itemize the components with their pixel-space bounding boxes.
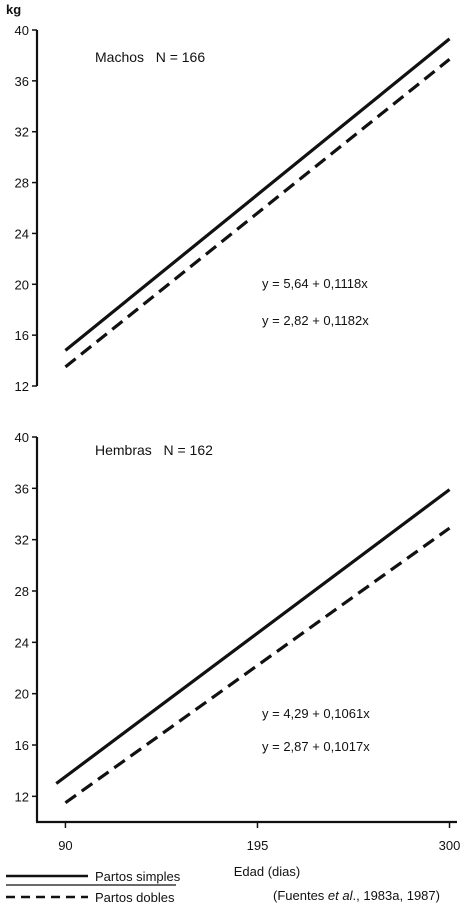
x-axis-label: Edad (dias) <box>234 864 300 879</box>
legend-label-dobles: Partos dobles <box>95 890 175 905</box>
panel-title-machos: Machos N = 166 <box>95 49 205 65</box>
series-line-machos-simples <box>64 37 451 352</box>
source-citation-italic: et al <box>328 888 354 903</box>
legend-label-simples: Partos simples <box>95 869 181 884</box>
equation-machos-dobles: y = 2,82 + 0,1182x <box>262 313 369 328</box>
y-tick-label: 32 <box>15 125 29 140</box>
y-tick-label: 24 <box>15 226 29 241</box>
source-citation-end: ., 1983a, 1987) <box>353 888 440 903</box>
y-tick-label: 12 <box>15 789 29 804</box>
series-line-machos-dobles <box>64 57 451 369</box>
series-line-hembras-simples <box>55 488 451 785</box>
series-line-hembras-dobles <box>64 526 451 805</box>
panel-machos: kg Machos N = 166 y = 5,64 + 0,1118x y =… <box>6 2 451 394</box>
y-tick-label: 36 <box>15 74 29 89</box>
y-tick-label: 40 <box>15 430 29 445</box>
equation-hembras-dobles: y = 2,87 + 0,1017x <box>262 739 370 754</box>
y-tick-label: 20 <box>15 687 29 702</box>
x-tick-label: 90 <box>58 838 72 853</box>
source-citation: (Fuentes et al., 1983a, 1987) <box>273 888 440 903</box>
y-tick-label: 20 <box>15 277 29 292</box>
equation-hembras-simples: y = 4,29 + 0,1061x <box>262 706 370 721</box>
y-tick-label: 40 <box>15 23 29 38</box>
y-tick-label: 28 <box>15 584 29 599</box>
equation-machos-simples: y = 5,64 + 0,1118x <box>262 276 368 291</box>
y-tick-label: 36 <box>15 481 29 496</box>
x-tick-label: 195 <box>247 838 269 853</box>
y-tick-label: 32 <box>15 533 29 548</box>
panel-title-hembras: Hembras N = 162 <box>95 442 213 458</box>
panel-hembras: Hembras N = 162 y = 4,29 + 0,1061x y = 2… <box>15 430 461 879</box>
y-tick-label: 28 <box>15 176 29 191</box>
y-unit-label: kg <box>6 2 21 17</box>
source-citation-start: (Fuentes <box>273 888 328 903</box>
legend: Partos simples Partos dobles <box>6 869 181 905</box>
x-tick-label: 300 <box>439 838 461 853</box>
y-tick-label: 16 <box>15 328 29 343</box>
y-tick-label: 16 <box>15 738 29 753</box>
y-tick-label: 24 <box>15 635 29 650</box>
y-tick-label: 12 <box>15 379 29 394</box>
